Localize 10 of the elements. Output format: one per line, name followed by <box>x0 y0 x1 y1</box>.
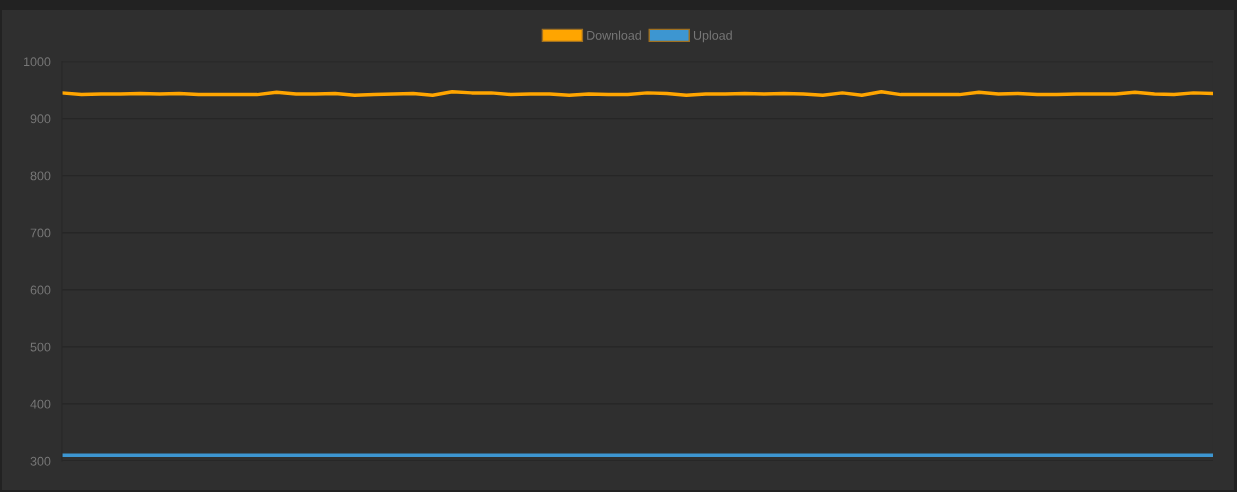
legend-label: Download <box>587 30 641 40</box>
y-tick-label: 700 <box>30 228 51 238</box>
y-tick-label: 400 <box>30 399 51 409</box>
y-tick-label: 900 <box>30 114 51 124</box>
y-tick-label: 1000 <box>24 57 51 67</box>
y-tick-label: 300 <box>30 456 51 466</box>
y-tick-label: 800 <box>30 171 51 181</box>
y-tick-label: 500 <box>30 342 51 352</box>
y-tick-label: 600 <box>30 285 51 295</box>
legend-label: Upload <box>693 30 732 43</box>
